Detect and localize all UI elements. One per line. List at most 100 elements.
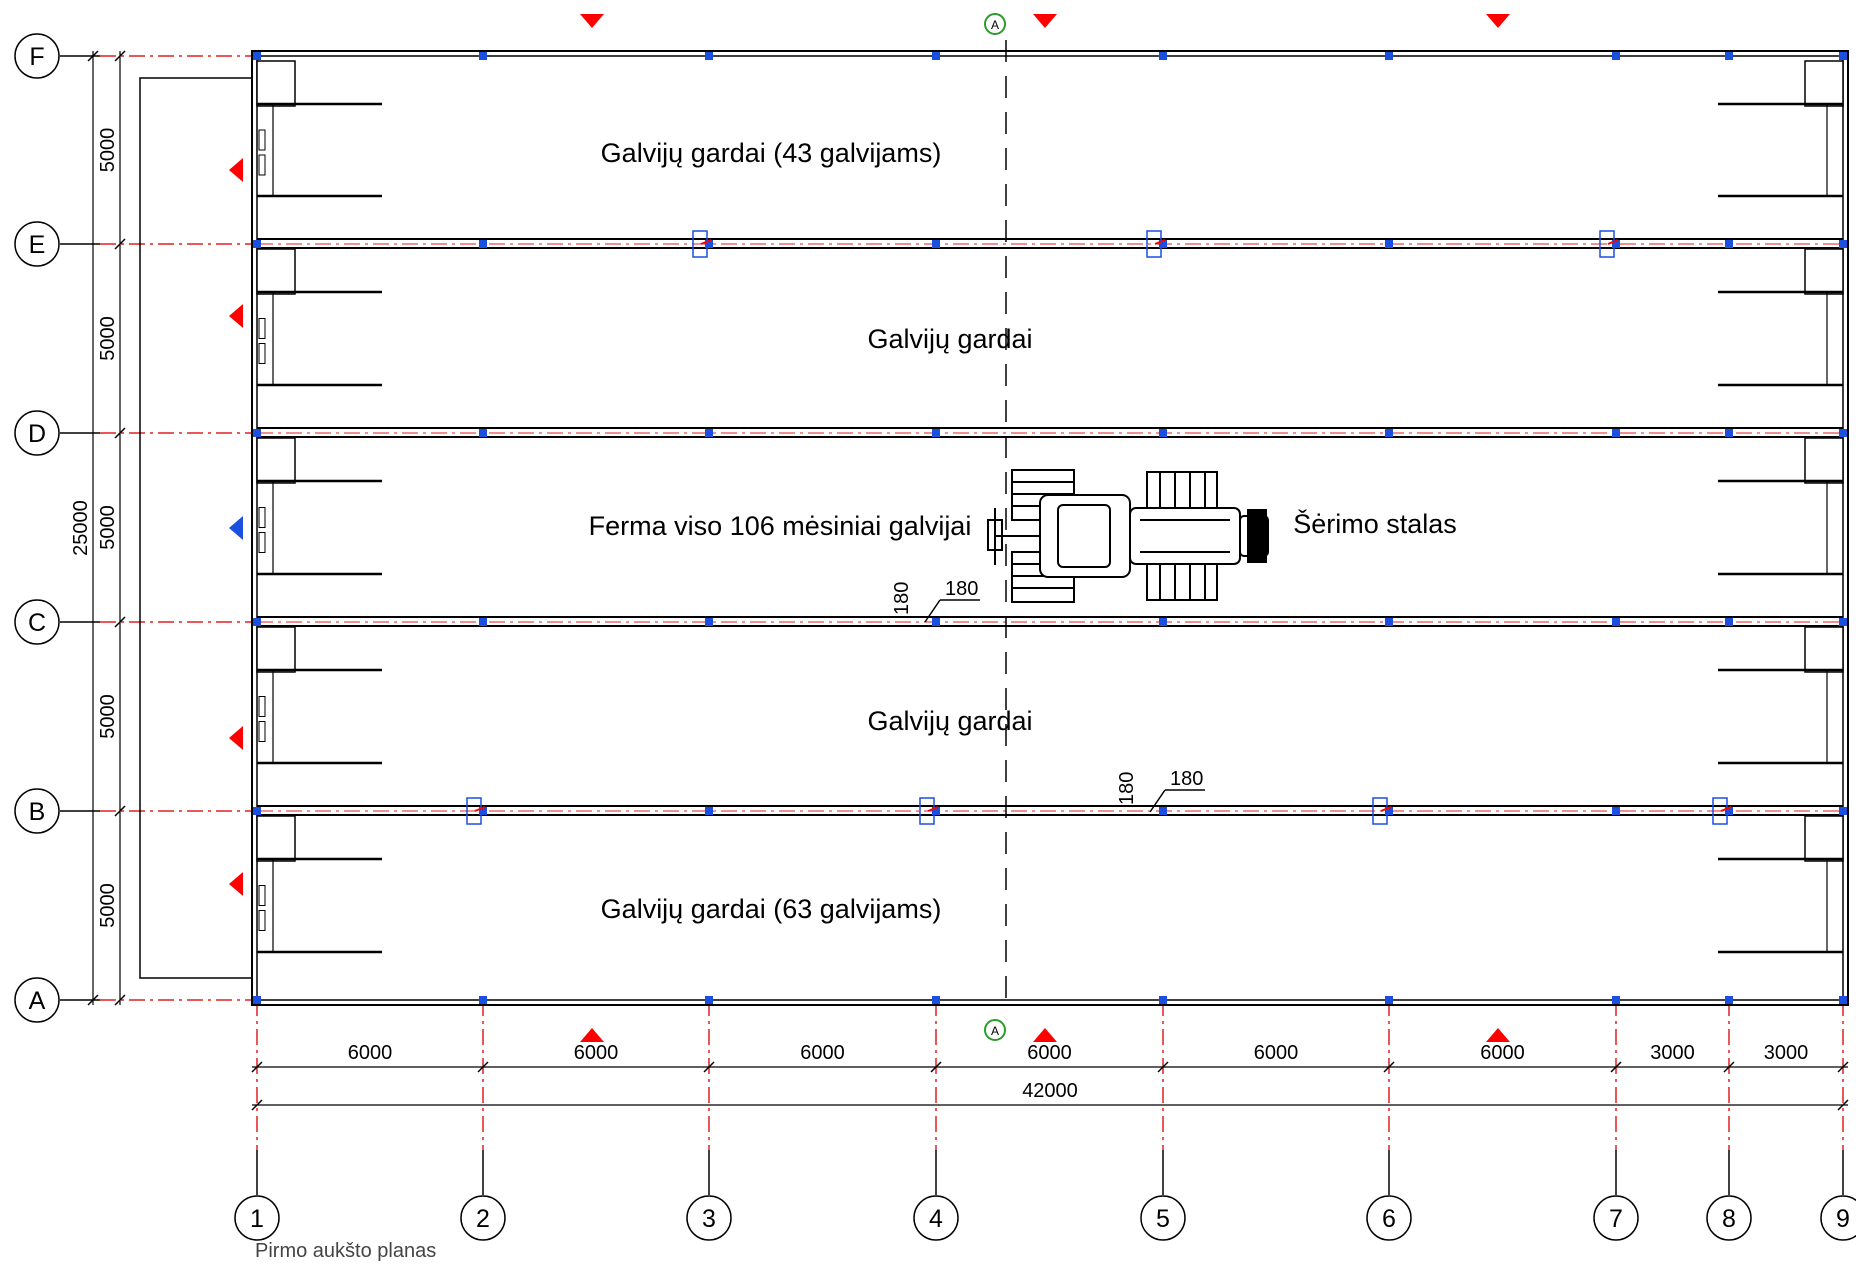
waterer-marker [1154,239,1166,245]
row-axis-label: D [28,420,46,448]
door [258,507,266,528]
room-label-row-ef: Galvijų gardai (43 galvijams) [601,138,942,168]
column [1612,807,1620,815]
room-label-row-de: Galvijų gardai [867,324,1032,354]
column-axis-label: 3 [702,1205,716,1233]
gate-post [1804,437,1844,484]
column [705,429,713,437]
column [479,52,487,60]
column-axis-1: 1 [234,1195,280,1241]
bottom-marker [1033,1028,1057,1042]
gate-post [256,815,296,862]
wall-dim-1-h: 180 [945,578,978,600]
dimension-value: 6000 [1254,1042,1299,1064]
column [932,52,940,60]
dimension-total: 25000 [70,500,92,556]
waterer-marker [700,239,712,245]
section-mark-bottom: A [984,1019,1006,1041]
column-axis-label: 5 [1156,1205,1170,1233]
gate-post [256,626,296,673]
column [1839,618,1847,626]
column [253,240,261,248]
dimension-value: 5000 [97,883,119,928]
row-axis-D: D [14,410,60,456]
column [705,996,713,1004]
column [1385,52,1393,60]
column [1839,52,1847,60]
door [258,318,266,339]
column-axis-label: 2 [476,1205,490,1233]
column-axis-2: 2 [460,1195,506,1241]
waterer [1372,797,1388,825]
column-axis-label: 9 [1836,1205,1850,1233]
dimension-value: 6000 [1480,1042,1525,1064]
waterer-marker [1607,239,1619,245]
row-axis-A: A [14,977,60,1023]
wall-dim-2: 180 180 [1116,768,1205,813]
column [705,618,713,626]
column [1612,429,1620,437]
side-marker [229,726,243,750]
row-axis-E: E [14,221,60,267]
waterer-marker [474,806,486,812]
row-axis-bubbles: F E D C B A [14,33,60,1023]
column [1725,52,1733,60]
gate-post [256,248,296,295]
column [1159,429,1167,437]
side-marker [229,872,243,896]
column [1612,52,1620,60]
column [932,240,940,248]
column-axis-label: 6 [1382,1205,1396,1233]
column-axis-label: 1 [250,1205,264,1233]
column-axis-6: 6 [1366,1195,1412,1241]
column [479,240,487,248]
row-axis-C: C [14,599,60,645]
column [705,807,713,815]
room-label-row-cd: Ferma viso 106 mėsiniai galvijai [589,511,972,541]
room-label-row-ab: Galvijų gardai (63 galvijams) [601,894,942,924]
wall-dim-1-v: 180 [891,582,913,615]
door [258,129,266,151]
column [253,807,261,815]
dimension-value: 5000 [97,694,119,739]
column [1725,618,1733,626]
column [1159,52,1167,60]
column [253,52,261,60]
column [253,996,261,1004]
column-axis-5: 5 [1140,1195,1186,1241]
row-axis-label: B [29,798,46,826]
waterer [692,230,708,258]
column-axis-8: 8 [1706,1195,1752,1241]
manure-channel [139,77,253,979]
tractor-icon [987,469,1269,603]
column [932,807,940,815]
column [705,52,713,60]
bottom-marker [1486,1028,1510,1042]
side-marker [229,516,243,540]
row-axis-label: A [29,987,46,1015]
column [1159,996,1167,1004]
dimension-value: 6000 [574,1042,619,1064]
column [705,240,713,248]
gate-post [256,437,296,484]
side-marker [229,304,243,328]
plan-caption: Pirmo aukšto planas [255,1240,437,1262]
waterer-marker [1720,806,1732,812]
section-mark-top-label: A [991,18,999,32]
door [258,696,266,717]
column [1385,618,1393,626]
column [1159,807,1167,815]
gate-post [1804,248,1844,295]
waterer [1599,230,1615,258]
dimension-value: 6000 [348,1042,393,1064]
column-axis-3: 3 [686,1195,732,1241]
wall-dim-2-h: 180 [1170,768,1203,790]
waterer-marker [927,806,939,812]
column [1725,996,1733,1004]
column [932,996,940,1004]
column-axis-label: 4 [929,1205,943,1233]
markers [229,14,1510,1042]
dimension-value: 6000 [800,1042,845,1064]
section-mark-bottom-label: A [991,1024,999,1038]
